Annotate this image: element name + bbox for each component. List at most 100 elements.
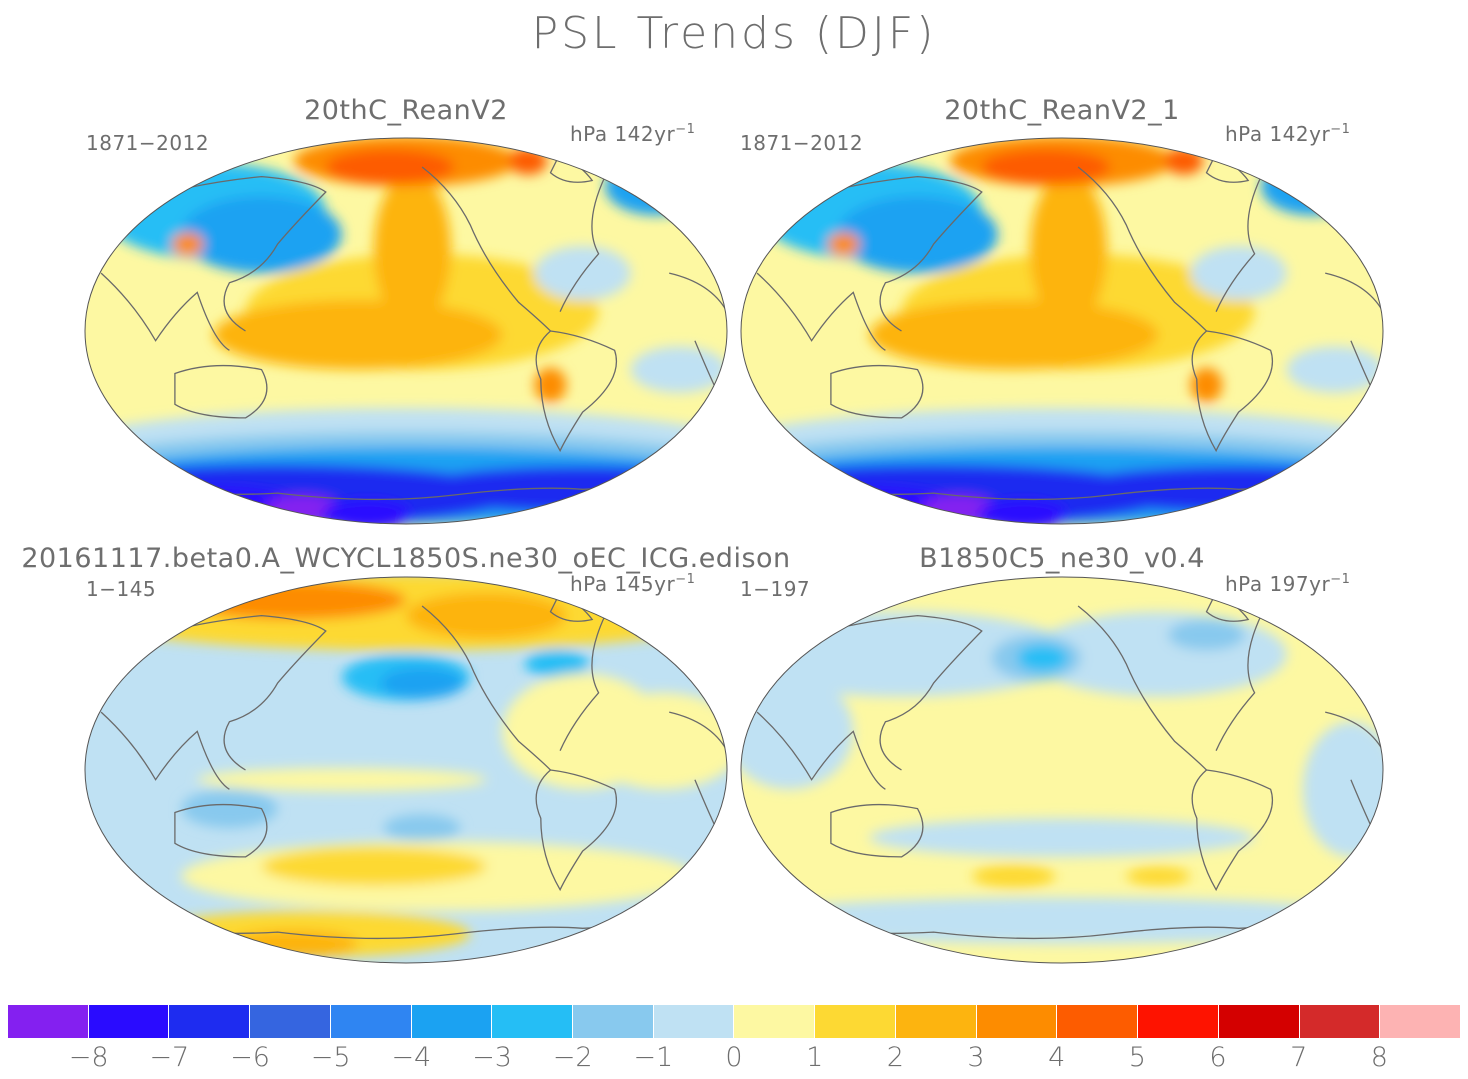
trend-contour bbox=[534, 367, 567, 403]
colorbar-tick-label: 4 bbox=[1048, 1042, 1066, 1073]
colorbar-swatch bbox=[411, 1005, 493, 1038]
trend-contour bbox=[380, 667, 464, 699]
trend-contour bbox=[1190, 367, 1223, 403]
trend-contour bbox=[524, 650, 589, 678]
map-panel-3 bbox=[84, 576, 728, 964]
trend-contour bbox=[1126, 866, 1191, 886]
coastline bbox=[1077, 166, 1207, 332]
trend-contour bbox=[406, 592, 567, 639]
colorbar-swatch bbox=[8, 1005, 89, 1038]
trend-contour bbox=[325, 149, 455, 185]
colorbar-tick-label: −7 bbox=[149, 1042, 190, 1073]
colorbar-swatch bbox=[815, 1005, 896, 1038]
colorbar-tick-label: 3 bbox=[967, 1042, 985, 1073]
colorbar-tick-label: −3 bbox=[472, 1042, 512, 1073]
colorbar-tick-label: −1 bbox=[633, 1042, 674, 1073]
colorbar-swatch bbox=[1057, 1005, 1139, 1038]
panel-years-label: 1871−2012 bbox=[86, 131, 210, 155]
coastline bbox=[100, 175, 327, 332]
trend-contour bbox=[1286, 346, 1383, 393]
colorbar-tick-label: −2 bbox=[552, 1042, 593, 1073]
coastline bbox=[1191, 330, 1274, 453]
trend-contour bbox=[978, 498, 1069, 524]
colorbar-swatch bbox=[169, 1005, 251, 1038]
colorbar-tick-label: 5 bbox=[1128, 1042, 1146, 1073]
map-panel-2 bbox=[740, 137, 1384, 525]
colorbar-swatch bbox=[976, 1005, 1058, 1038]
coastline bbox=[1077, 605, 1207, 771]
coastline bbox=[559, 176, 606, 312]
colorbar-swatch bbox=[330, 1005, 412, 1038]
colorbar-tick-label: 0 bbox=[725, 1042, 743, 1073]
colorbar-swatch bbox=[895, 1005, 977, 1038]
panel-title: 20thC_ReanV2_1 bbox=[944, 95, 1180, 126]
map-border bbox=[84, 137, 728, 525]
colorbar-tick-label: −5 bbox=[310, 1042, 351, 1073]
trend-contour bbox=[1164, 147, 1204, 175]
colorbar-tick-label: 1 bbox=[806, 1042, 824, 1073]
trend-contour bbox=[837, 195, 998, 274]
coastline bbox=[1215, 615, 1262, 751]
coastline bbox=[1191, 769, 1274, 892]
panel-units-label: hPa 145yr−1 bbox=[570, 572, 696, 596]
trend-contour bbox=[197, 768, 487, 792]
panel-units-label: hPa 197yr−1 bbox=[1225, 572, 1351, 596]
figure-title: PSL Trends (DJF) bbox=[531, 8, 937, 59]
coastline bbox=[1215, 176, 1262, 312]
colorbar-swatch bbox=[1138, 1005, 1219, 1038]
coastline bbox=[421, 166, 551, 332]
trend-contour bbox=[1017, 644, 1069, 672]
coastline bbox=[830, 364, 924, 419]
trend-contour bbox=[1029, 172, 1107, 328]
trend-contour bbox=[373, 172, 451, 328]
colorbar-tick-label: −6 bbox=[230, 1042, 270, 1073]
trend-contour bbox=[869, 300, 1159, 370]
panel-years-label: 1−145 bbox=[86, 577, 157, 601]
trend-contour bbox=[605, 157, 708, 216]
map-border bbox=[740, 576, 1384, 964]
trend-contour bbox=[213, 300, 503, 370]
colorbar-swatch bbox=[1380, 1005, 1460, 1038]
map-border bbox=[740, 137, 1384, 525]
coastline bbox=[174, 364, 268, 419]
colorbar-swatch bbox=[250, 1005, 331, 1038]
trend-contour bbox=[261, 847, 487, 886]
colorbar-tick-label: 6 bbox=[1209, 1042, 1227, 1073]
coastline bbox=[756, 614, 983, 771]
colorbar-swatch bbox=[88, 1005, 170, 1038]
panel-title: 20161117.beta0.A_WCYCL1850S.ne30_oEC_ICG… bbox=[21, 543, 791, 574]
panel-title: B1850C5_ne30_v0.4 bbox=[919, 543, 1205, 574]
colorbar-swatch bbox=[653, 1005, 735, 1038]
colorbar-tick-label: −8 bbox=[68, 1042, 109, 1073]
colorbar-swatch bbox=[573, 1005, 654, 1038]
trend-contour bbox=[869, 818, 1255, 857]
colorbar bbox=[8, 1005, 1460, 1038]
colorbar-tick-label: 2 bbox=[886, 1042, 904, 1073]
colorbar-swatch bbox=[1299, 1005, 1381, 1038]
trend-contour bbox=[1167, 619, 1245, 651]
trend-contour bbox=[181, 195, 342, 274]
trend-contour bbox=[741, 673, 854, 790]
coastline bbox=[830, 803, 924, 858]
trend-contour bbox=[972, 864, 1056, 888]
trend-contour bbox=[582, 692, 727, 790]
coastline bbox=[535, 330, 618, 453]
coastline bbox=[174, 803, 268, 858]
coastline bbox=[100, 272, 230, 351]
map-panel-1 bbox=[84, 137, 728, 525]
colorbar-tick-label: −4 bbox=[391, 1042, 432, 1073]
coastline bbox=[756, 175, 983, 332]
coastline bbox=[100, 711, 230, 790]
trend-contour bbox=[383, 814, 461, 842]
trend-contour bbox=[1302, 721, 1383, 857]
map-border bbox=[84, 576, 728, 964]
trend-contour bbox=[827, 232, 860, 256]
colorbar-tick-label: 8 bbox=[1370, 1042, 1388, 1073]
coastline bbox=[756, 272, 886, 351]
coastline bbox=[559, 615, 606, 751]
coastline bbox=[421, 605, 551, 771]
trend-contour bbox=[630, 346, 727, 393]
colorbar-tick-label: 7 bbox=[1290, 1042, 1308, 1073]
panel-years-label: 1−197 bbox=[740, 577, 811, 601]
map-panel-4 bbox=[740, 576, 1384, 964]
